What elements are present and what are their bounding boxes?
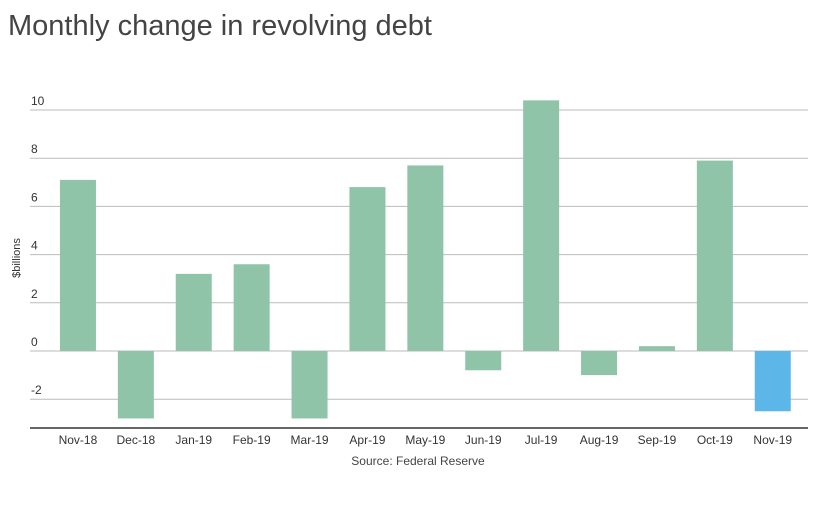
bar-aug-19 (581, 351, 618, 376)
bar-nov-18 (59, 179, 96, 351)
x-tick-label: Aug-19 (580, 433, 619, 447)
x-tick-label: Sep-19 (638, 433, 677, 447)
bar-jan-19 (175, 273, 212, 351)
source-note: Source: Federal Reserve (351, 454, 485, 468)
y-tick-labels: -2 0 2 4 6 8 10 (31, 94, 45, 397)
bar-jul-19 (523, 100, 560, 351)
x-tick-labels: Nov-18 Dec-18 Jan-19 Feb-19 Mar-19 Apr-19 May-… (59, 433, 793, 447)
y-tick-label: 10 (31, 94, 45, 108)
bar-apr-19 (349, 187, 386, 351)
bar-feb-19 (233, 264, 270, 351)
x-tick-label: Dec-18 (117, 433, 156, 447)
bar-dec-18 (117, 351, 154, 419)
x-tick-label: Jun-19 (465, 433, 502, 447)
bar-oct-19 (696, 160, 733, 351)
y-tick-label: 2 (31, 287, 38, 301)
y-tick-label: -2 (31, 383, 42, 397)
bar-may-19 (407, 165, 444, 351)
y-tick-label: 8 (31, 142, 38, 156)
y-tick-label: 0 (31, 335, 38, 349)
bar-mar-19 (291, 351, 328, 419)
bar-nov-19 (754, 351, 791, 412)
y-tick-label: 4 (31, 239, 38, 253)
x-tick-label: May-19 (405, 433, 445, 447)
y-axis-title: $billions (11, 238, 23, 278)
bars (59, 100, 791, 419)
x-tick-label: Jul-19 (525, 433, 558, 447)
bar-jun-19 (465, 351, 502, 371)
x-tick-label: Apr-19 (349, 433, 385, 447)
x-tick-label: Oct-19 (697, 433, 733, 447)
y-tick-label: 6 (31, 190, 38, 204)
x-tick-label: Nov-19 (753, 433, 792, 447)
x-tick-label: Jan-19 (175, 433, 212, 447)
x-tick-label: Nov-18 (59, 433, 98, 447)
x-tick-label: Mar-19 (291, 433, 329, 447)
chart-title: Monthly change in revolving debt (8, 10, 432, 42)
bar-sep-19 (638, 346, 675, 351)
x-tick-label: Feb-19 (233, 433, 271, 447)
